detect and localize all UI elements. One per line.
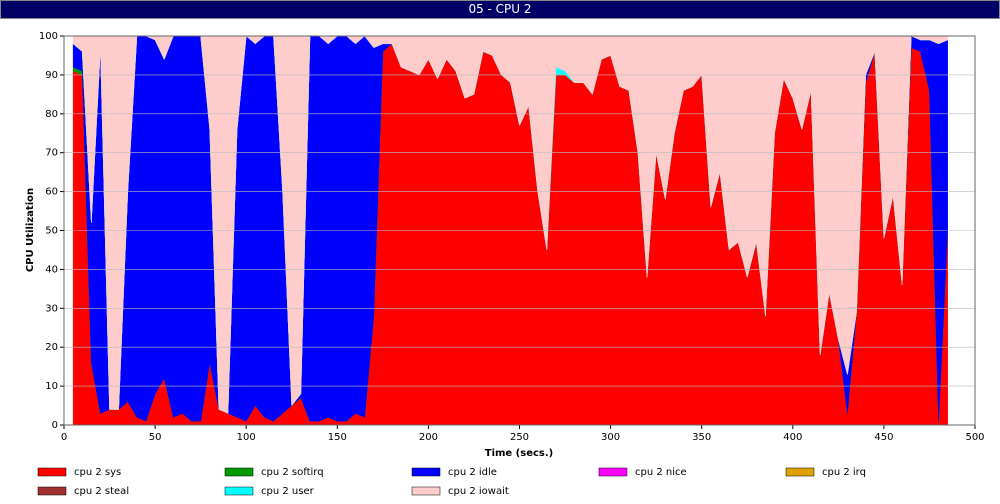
y-axis-label: CPU Utilization [25,188,36,272]
legend-swatch [224,486,254,496]
legend-label: cpu 2 sys [74,467,121,478]
x-tick-label: 400 [783,432,802,443]
legend-swatch [37,467,67,477]
y-tick-label: 70 [45,148,58,159]
y-tick-label: 100 [39,31,58,42]
legend-swatch [785,467,815,477]
plot-border [63,35,976,426]
y-tick-label: 0 [52,420,58,431]
y-tick-label: 20 [45,342,58,353]
legend-label: cpu 2 steal [74,486,129,497]
x-tick-label: 100 [237,432,256,443]
legend-label: cpu 2 idle [448,467,497,478]
x-tick-label: 500 [965,432,984,443]
x-axis-label: Time (secs.) [485,448,554,459]
y-tick-label: 30 [45,303,58,314]
y-tick-label: 10 [45,381,58,392]
legend-label: cpu 2 user [261,486,315,497]
y-tick-label: 40 [45,264,58,275]
x-tick-label: 0 [61,432,67,443]
legend-swatch [598,467,628,477]
legend-label: cpu 2 nice [635,467,687,478]
y-tick-label: 50 [45,226,58,237]
legend-swatch [37,486,67,496]
legend-label: cpu 2 irq [822,467,866,478]
legend-label: cpu 2 softirq [261,467,324,478]
x-tick-label: 300 [601,432,620,443]
x-tick-label: 150 [328,432,347,443]
y-tick-label: 80 [45,109,58,120]
y-tick-label: 60 [45,187,58,198]
title-bar: 05 - CPU 2 [0,0,1000,19]
legend-swatch [224,467,254,477]
legend-swatch [411,486,441,496]
x-tick-label: 450 [874,432,893,443]
legend-swatch [411,467,441,477]
x-tick-label: 200 [419,432,438,443]
legend-label: cpu 2 iowait [448,486,509,497]
y-tick-label: 90 [45,70,58,81]
x-tick-label: 250 [510,432,529,443]
x-tick-label: 350 [692,432,711,443]
x-tick-label: 50 [149,432,162,443]
